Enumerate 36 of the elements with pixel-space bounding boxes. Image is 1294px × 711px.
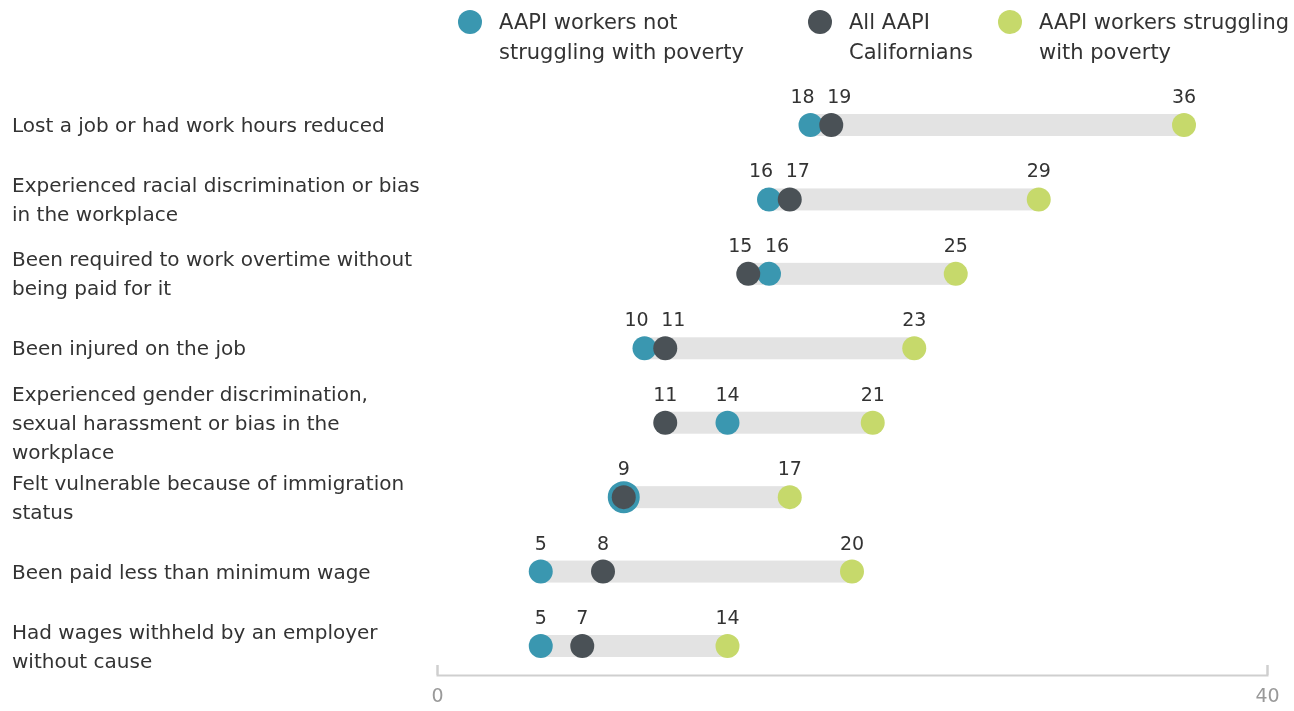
- data-label: 11: [661, 308, 686, 331]
- data-label: 5: [534, 606, 547, 628]
- y-tick-label: Been paid less than minimum wage: [12, 559, 371, 584]
- data-label: 9: [617, 457, 630, 480]
- y-tick-label: Experienced racial discrimination or bias in the workplace: [12, 172, 420, 226]
- data-label: 36: [1171, 85, 1197, 107]
- data-label: 10: [624, 308, 649, 331]
- y-tick-label: Experienced gender discrimination, sexual harassment or bias in the workplace: [12, 381, 368, 464]
- y-tick-label: Lost a job or had work hours reduced: [12, 113, 385, 137]
- data-label: 8: [596, 531, 610, 554]
- data-label: 20: [839, 531, 865, 554]
- y-tick-label: Been required to work overtime without being paid for it: [12, 247, 413, 301]
- y-tick-label: Felt vulnerable because of immigration status: [12, 470, 405, 524]
- data-label: 14: [715, 382, 740, 405]
- data-label: 11: [653, 382, 678, 405]
- x-tick-label: 0: [431, 684, 444, 707]
- data-label: 18: [790, 85, 815, 107]
- data-label: 15: [728, 233, 753, 256]
- data-label: 21: [860, 382, 885, 405]
- data-label: 16: [748, 159, 774, 182]
- x-tick-label: 40: [1255, 684, 1280, 707]
- data-label: 17: [777, 457, 802, 480]
- y-tick-label: Been injured on the job: [12, 336, 246, 361]
- data-label: 29: [1026, 159, 1051, 182]
- legend-label: All AAPI Californians: [849, 10, 973, 64]
- data-label: 17: [785, 159, 810, 182]
- data-label: 7: [576, 606, 589, 628]
- legend-label: AAPI workers not struggling with poverty: [499, 10, 744, 64]
- data-label: 16: [764, 233, 790, 256]
- data-label: 23: [902, 308, 927, 331]
- data-label: 14: [715, 606, 740, 628]
- legend-label: AAPI workers struggling with poverty: [1039, 10, 1290, 64]
- data-label: 19: [827, 85, 852, 107]
- data-label: 25: [943, 233, 968, 256]
- data-label: 5: [534, 531, 547, 554]
- y-tick-label: Had wages withheld by an employer without cause: [12, 619, 379, 673]
